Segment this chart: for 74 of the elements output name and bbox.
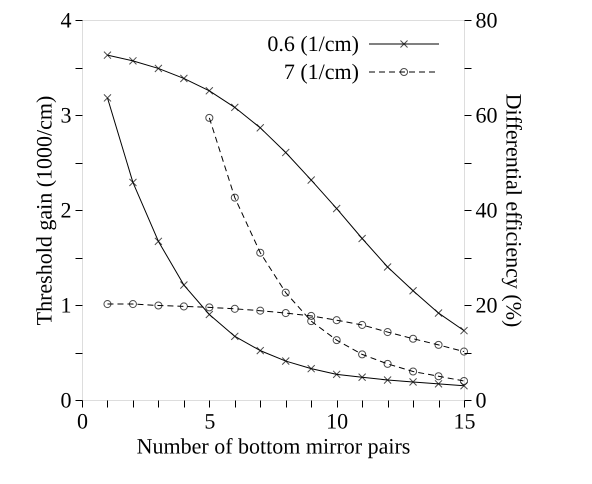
point — [180, 74, 188, 82]
point — [180, 281, 188, 290]
y-tick-label: 0 — [60, 388, 72, 412]
y-tick-label: 4 — [60, 8, 72, 32]
x-tick-label: 15 — [454, 408, 476, 434]
point — [460, 348, 468, 356]
point — [282, 148, 290, 157]
point — [307, 312, 316, 320]
point — [434, 380, 443, 388]
point — [358, 350, 366, 358]
point — [180, 302, 188, 310]
y2-tick-label: 20 — [476, 292, 498, 318]
x-tick-label: 5 — [204, 408, 216, 434]
y-tick-label: 3 — [60, 102, 72, 128]
point — [307, 317, 316, 326]
point — [332, 336, 341, 344]
point — [307, 176, 316, 184]
point — [384, 360, 392, 368]
point — [205, 310, 214, 319]
y2-tick-label: 80 — [476, 8, 498, 32]
point — [409, 367, 418, 376]
point — [409, 286, 418, 295]
point — [154, 301, 162, 310]
y2-tick-label: 40 — [476, 198, 498, 222]
y2-tick-label: 60 — [476, 102, 498, 128]
point — [409, 378, 418, 386]
point — [205, 114, 214, 122]
point — [103, 94, 112, 102]
point — [256, 346, 264, 355]
point — [230, 304, 239, 313]
point — [205, 86, 214, 95]
point — [332, 316, 341, 324]
legend-label: 0.6 (1/cm) — [267, 31, 359, 56]
point — [460, 376, 468, 386]
legend-label: 7 (1/cm) — [284, 59, 359, 84]
point — [256, 124, 264, 132]
point — [358, 373, 366, 382]
point — [103, 51, 112, 60]
x-axis-title: Number of bottom mirror pairs — [136, 434, 410, 458]
point — [154, 237, 162, 246]
y-axis-title: Threshold gain (1000/cm) — [32, 96, 56, 326]
point — [256, 248, 264, 257]
point — [384, 376, 392, 384]
point — [154, 64, 162, 72]
x-tick-label: 10 — [326, 408, 348, 434]
point — [460, 326, 468, 335]
point — [409, 334, 418, 343]
point — [307, 364, 316, 373]
point — [230, 103, 239, 112]
y2-tick-label: 0 — [476, 388, 486, 412]
point — [384, 328, 392, 336]
point — [332, 204, 341, 213]
point — [434, 372, 443, 380]
point — [434, 309, 443, 318]
point — [103, 300, 112, 308]
point — [358, 234, 366, 243]
point — [282, 288, 290, 297]
point — [358, 320, 366, 329]
point — [256, 306, 264, 315]
point — [384, 262, 392, 272]
point — [230, 194, 239, 202]
point — [128, 178, 137, 186]
x-tick-label: 0 — [77, 408, 88, 434]
point — [282, 357, 290, 366]
point — [128, 56, 137, 65]
point — [332, 370, 341, 378]
point — [230, 332, 239, 340]
y2-axis-title: Differential efficiency (%) — [502, 94, 526, 328]
y-tick-label: 2 — [60, 198, 72, 222]
point — [282, 309, 290, 318]
y-tick-label: 1 — [60, 292, 72, 318]
point — [434, 340, 443, 349]
point — [128, 300, 137, 308]
point — [205, 303, 214, 312]
